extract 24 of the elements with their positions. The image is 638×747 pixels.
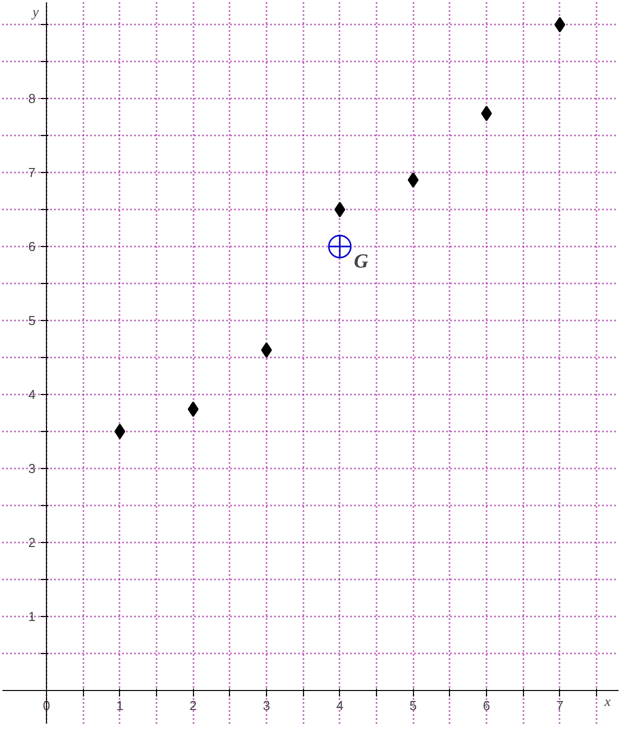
x-tick-label: 7 [556,698,564,714]
point [114,424,126,440]
point [188,401,199,417]
y-tick-label: 8 [28,91,36,106]
point [408,172,419,188]
y-tick-label: 3 [28,460,36,476]
x-tick-label: 1 [116,698,124,714]
y-tick-label: 1 [28,608,36,624]
x-tick-label: 6 [482,698,490,714]
x-tick-label: 3 [262,698,270,714]
x-tick-label: 5 [410,698,417,714]
point [334,202,346,218]
annotation: G [354,250,369,273]
y-tick-label: 5 [28,312,36,328]
point [554,16,566,32]
y-tick-label: 4 [28,386,36,402]
point [328,234,352,258]
x-tick-label: 4 [336,698,344,714]
x-tick-label: 2 [190,698,197,714]
y-tick-label: 2 [28,534,36,550]
y-tick-label: 6 [28,239,36,254]
y-tick-label: 7 [28,165,36,180]
x-axis-title: x [604,695,612,710]
y-axis-title: y [30,6,40,20]
